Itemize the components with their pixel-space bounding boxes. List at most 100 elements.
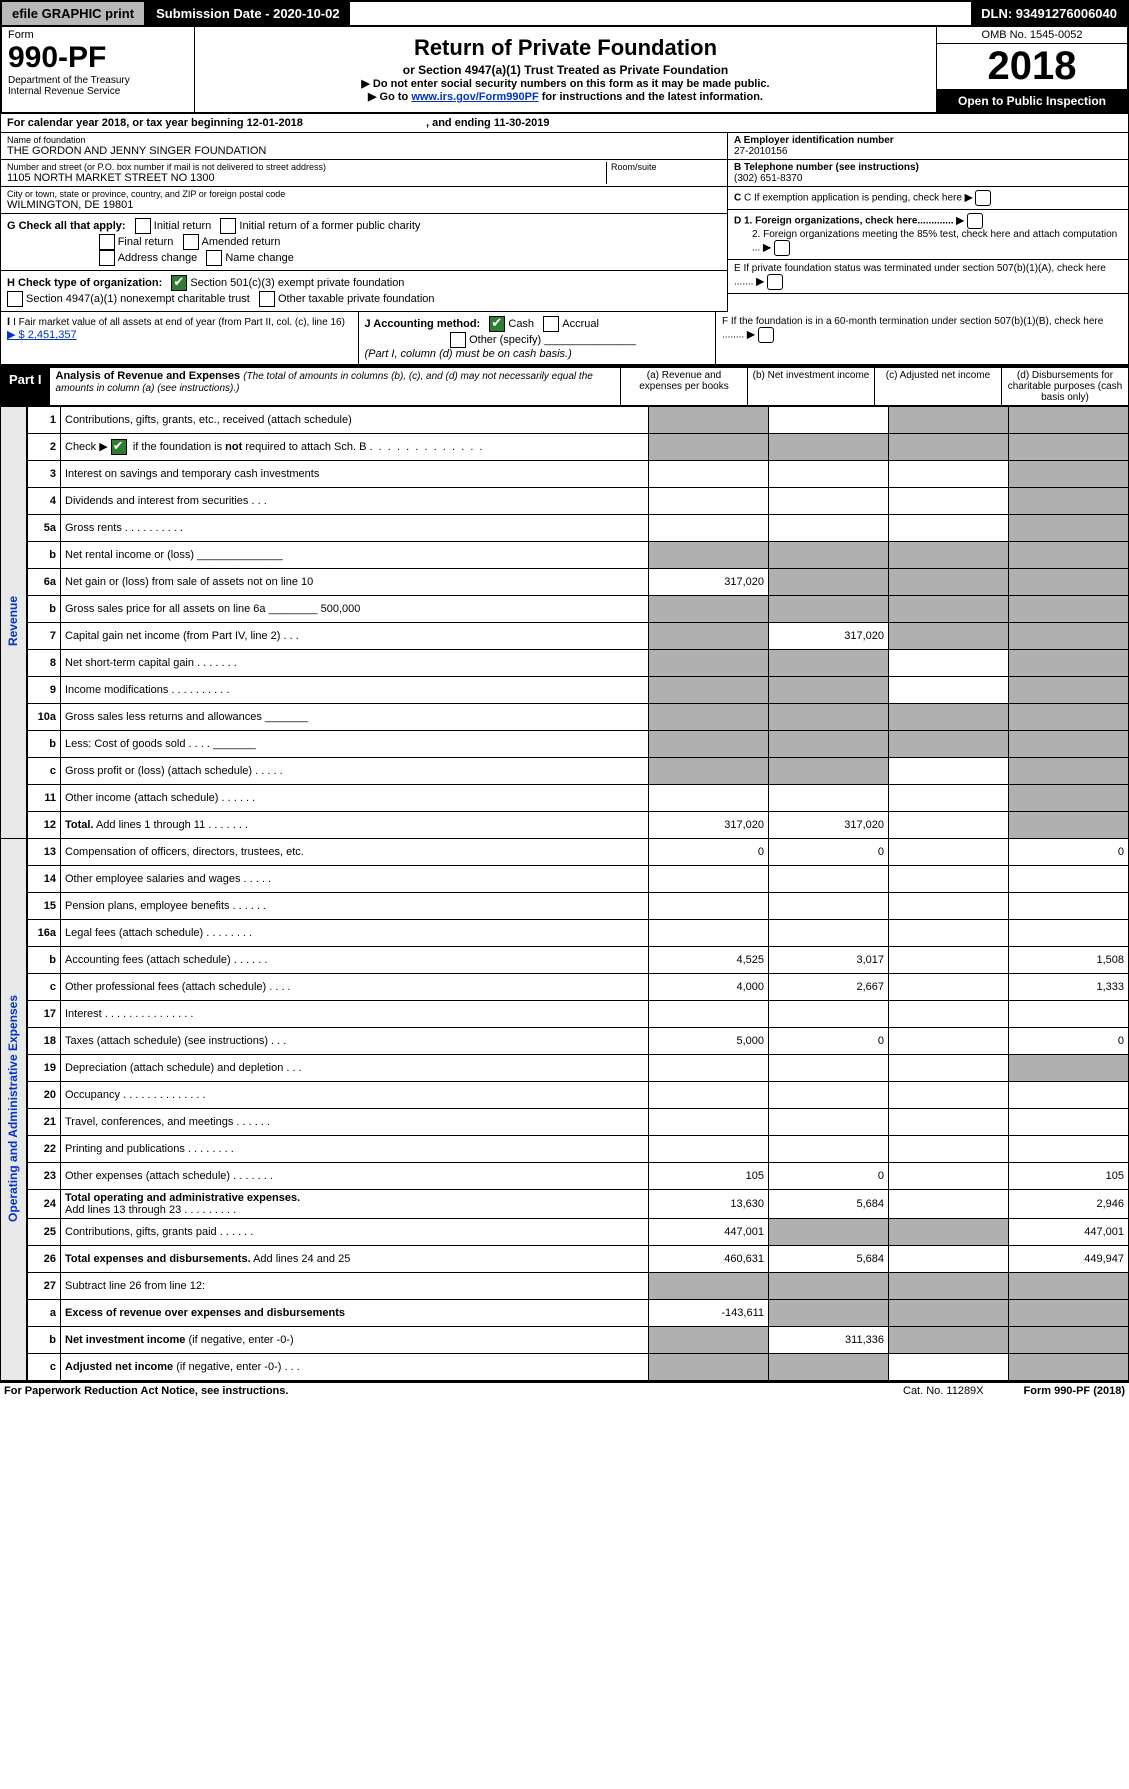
- amt-col-a: 4,000: [649, 974, 769, 1001]
- row-num: b: [27, 596, 61, 623]
- cb-status-terminated[interactable]: [767, 274, 783, 290]
- amt-col-d: [1009, 623, 1129, 650]
- g-item-4: Address change: [118, 252, 198, 264]
- amt-col-c: [889, 1082, 1009, 1109]
- amt-col-c: [889, 785, 1009, 812]
- form-title: Return of Private Foundation: [205, 35, 926, 61]
- cb-501c3[interactable]: [171, 275, 187, 291]
- row-num: 15: [27, 893, 61, 920]
- amt-col-a: [649, 461, 769, 488]
- amt-col-d: [1009, 596, 1129, 623]
- amt-col-b: 2,667: [769, 974, 889, 1001]
- form990pf-link[interactable]: www.irs.gov/Form990PF: [411, 91, 538, 103]
- amt-col-a: [649, 677, 769, 704]
- c-label: C If exemption application is pending, c…: [744, 193, 962, 204]
- irs-label: Internal Revenue Service: [8, 86, 188, 97]
- room-label: Room/suite: [611, 162, 721, 172]
- row-label: Travel, conferences, and meetings . . . …: [61, 1109, 649, 1136]
- entity-block: For calendar year 2018, or tax year begi…: [0, 114, 1129, 366]
- amt-col-b: [769, 1001, 889, 1028]
- j-cash: Cash: [508, 318, 534, 330]
- amt-col-c: [889, 596, 1009, 623]
- col-a-header: (a) Revenue and expenses per books: [620, 368, 747, 405]
- amt-col-b: [769, 650, 889, 677]
- row-num: 2: [27, 434, 61, 461]
- cb-other-taxable[interactable]: [259, 291, 275, 307]
- efile-print-btn[interactable]: efile GRAPHIC print: [2, 2, 146, 25]
- amt-col-b: [769, 596, 889, 623]
- amt-col-c: [889, 434, 1009, 461]
- cb-other-acct[interactable]: [450, 332, 466, 348]
- amt-col-b: [769, 542, 889, 569]
- phone-cell: B Telephone number (see instructions) (3…: [728, 160, 1128, 187]
- h-item-2: Section 4947(a)(1) nonexempt charitable …: [26, 293, 250, 305]
- ein-label: A Employer identification number: [734, 135, 894, 146]
- cb-sch-b[interactable]: [111, 439, 127, 455]
- row-num: 21: [27, 1109, 61, 1136]
- row-label: Adjusted net income (if negative, enter …: [61, 1354, 649, 1381]
- j-note: (Part I, column (d) must be on cash basi…: [365, 348, 572, 360]
- row-label: Taxes (attach schedule) (see instruction…: [61, 1028, 649, 1055]
- g-item-5: Name change: [225, 252, 294, 264]
- cb-initial-return-former[interactable]: [220, 218, 236, 234]
- amt-col-a: [649, 488, 769, 515]
- row-label: Other expenses (attach schedule) . . . .…: [61, 1163, 649, 1190]
- row-num: 22: [27, 1136, 61, 1163]
- cb-foreign-org[interactable]: [967, 213, 983, 229]
- amt-col-d: [1009, 1109, 1129, 1136]
- amt-col-d: [1009, 677, 1129, 704]
- cb-accrual[interactable]: [543, 316, 559, 332]
- amt-col-a: [649, 893, 769, 920]
- cb-addr-change[interactable]: [99, 250, 115, 266]
- amt-col-c: [889, 515, 1009, 542]
- amt-col-c: [889, 1163, 1009, 1190]
- amt-col-a: [649, 1001, 769, 1028]
- j-label: J Accounting method:: [365, 318, 481, 330]
- amt-col-a: [649, 434, 769, 461]
- amt-col-a: [649, 920, 769, 947]
- row-label: Legal fees (attach schedule) . . . . . .…: [61, 920, 649, 947]
- note-goto-post: for instructions and the latest informat…: [542, 91, 763, 103]
- row-num: 23: [27, 1163, 61, 1190]
- cb-initial-return[interactable]: [135, 218, 151, 234]
- amt-col-b: [769, 434, 889, 461]
- cb-60month[interactable]: [758, 327, 774, 343]
- ij-row: I I Fair market value of all assets at e…: [1, 312, 1128, 365]
- row-num: 16a: [27, 920, 61, 947]
- row-label: Net short-term capital gain . . . . . . …: [61, 650, 649, 677]
- row-label: Excess of revenue over expenses and disb…: [61, 1300, 649, 1327]
- cb-cash[interactable]: [489, 316, 505, 332]
- cb-amended[interactable]: [183, 234, 199, 250]
- amt-col-b: [769, 1109, 889, 1136]
- amt-col-a: [649, 1082, 769, 1109]
- row-label: Net gain or (loss) from sale of assets n…: [61, 569, 649, 596]
- cb-exemption-pending[interactable]: [975, 190, 991, 206]
- amt-col-a: [649, 758, 769, 785]
- amt-col-b: [769, 515, 889, 542]
- amt-col-a: [649, 542, 769, 569]
- row-label: Printing and publications . . . . . . . …: [61, 1136, 649, 1163]
- amt-col-c: [889, 1354, 1009, 1381]
- amt-col-d: [1009, 569, 1129, 596]
- fmv-link[interactable]: ▶ $ 2,451,357: [7, 329, 77, 341]
- row-label: Compensation of officers, directors, tru…: [61, 839, 649, 866]
- amt-col-d: [1009, 1001, 1129, 1028]
- amt-col-a: 447,001: [649, 1219, 769, 1246]
- row-num: 4: [27, 488, 61, 515]
- j-other: Other (specify): [469, 334, 541, 346]
- amt-col-d: [1009, 1327, 1129, 1354]
- cb-85pct[interactable]: [774, 240, 790, 256]
- address-row: Number and street (or P.O. box number if…: [1, 160, 727, 187]
- cb-4947[interactable]: [7, 291, 23, 307]
- row-num: 19: [27, 1055, 61, 1082]
- cb-final-return[interactable]: [99, 234, 115, 250]
- cb-name-change[interactable]: [206, 250, 222, 266]
- col-d-header: (d) Disbursements for charitable purpose…: [1001, 368, 1128, 405]
- note-ssn: ▶ Do not enter social security numbers o…: [205, 77, 926, 90]
- amt-col-d: [1009, 920, 1129, 947]
- amt-col-a: 4,525: [649, 947, 769, 974]
- amt-col-c: [889, 1109, 1009, 1136]
- amt-col-b: [769, 866, 889, 893]
- part1-desc: Analysis of Revenue and Expenses (The to…: [50, 368, 620, 405]
- amt-col-a: [649, 1354, 769, 1381]
